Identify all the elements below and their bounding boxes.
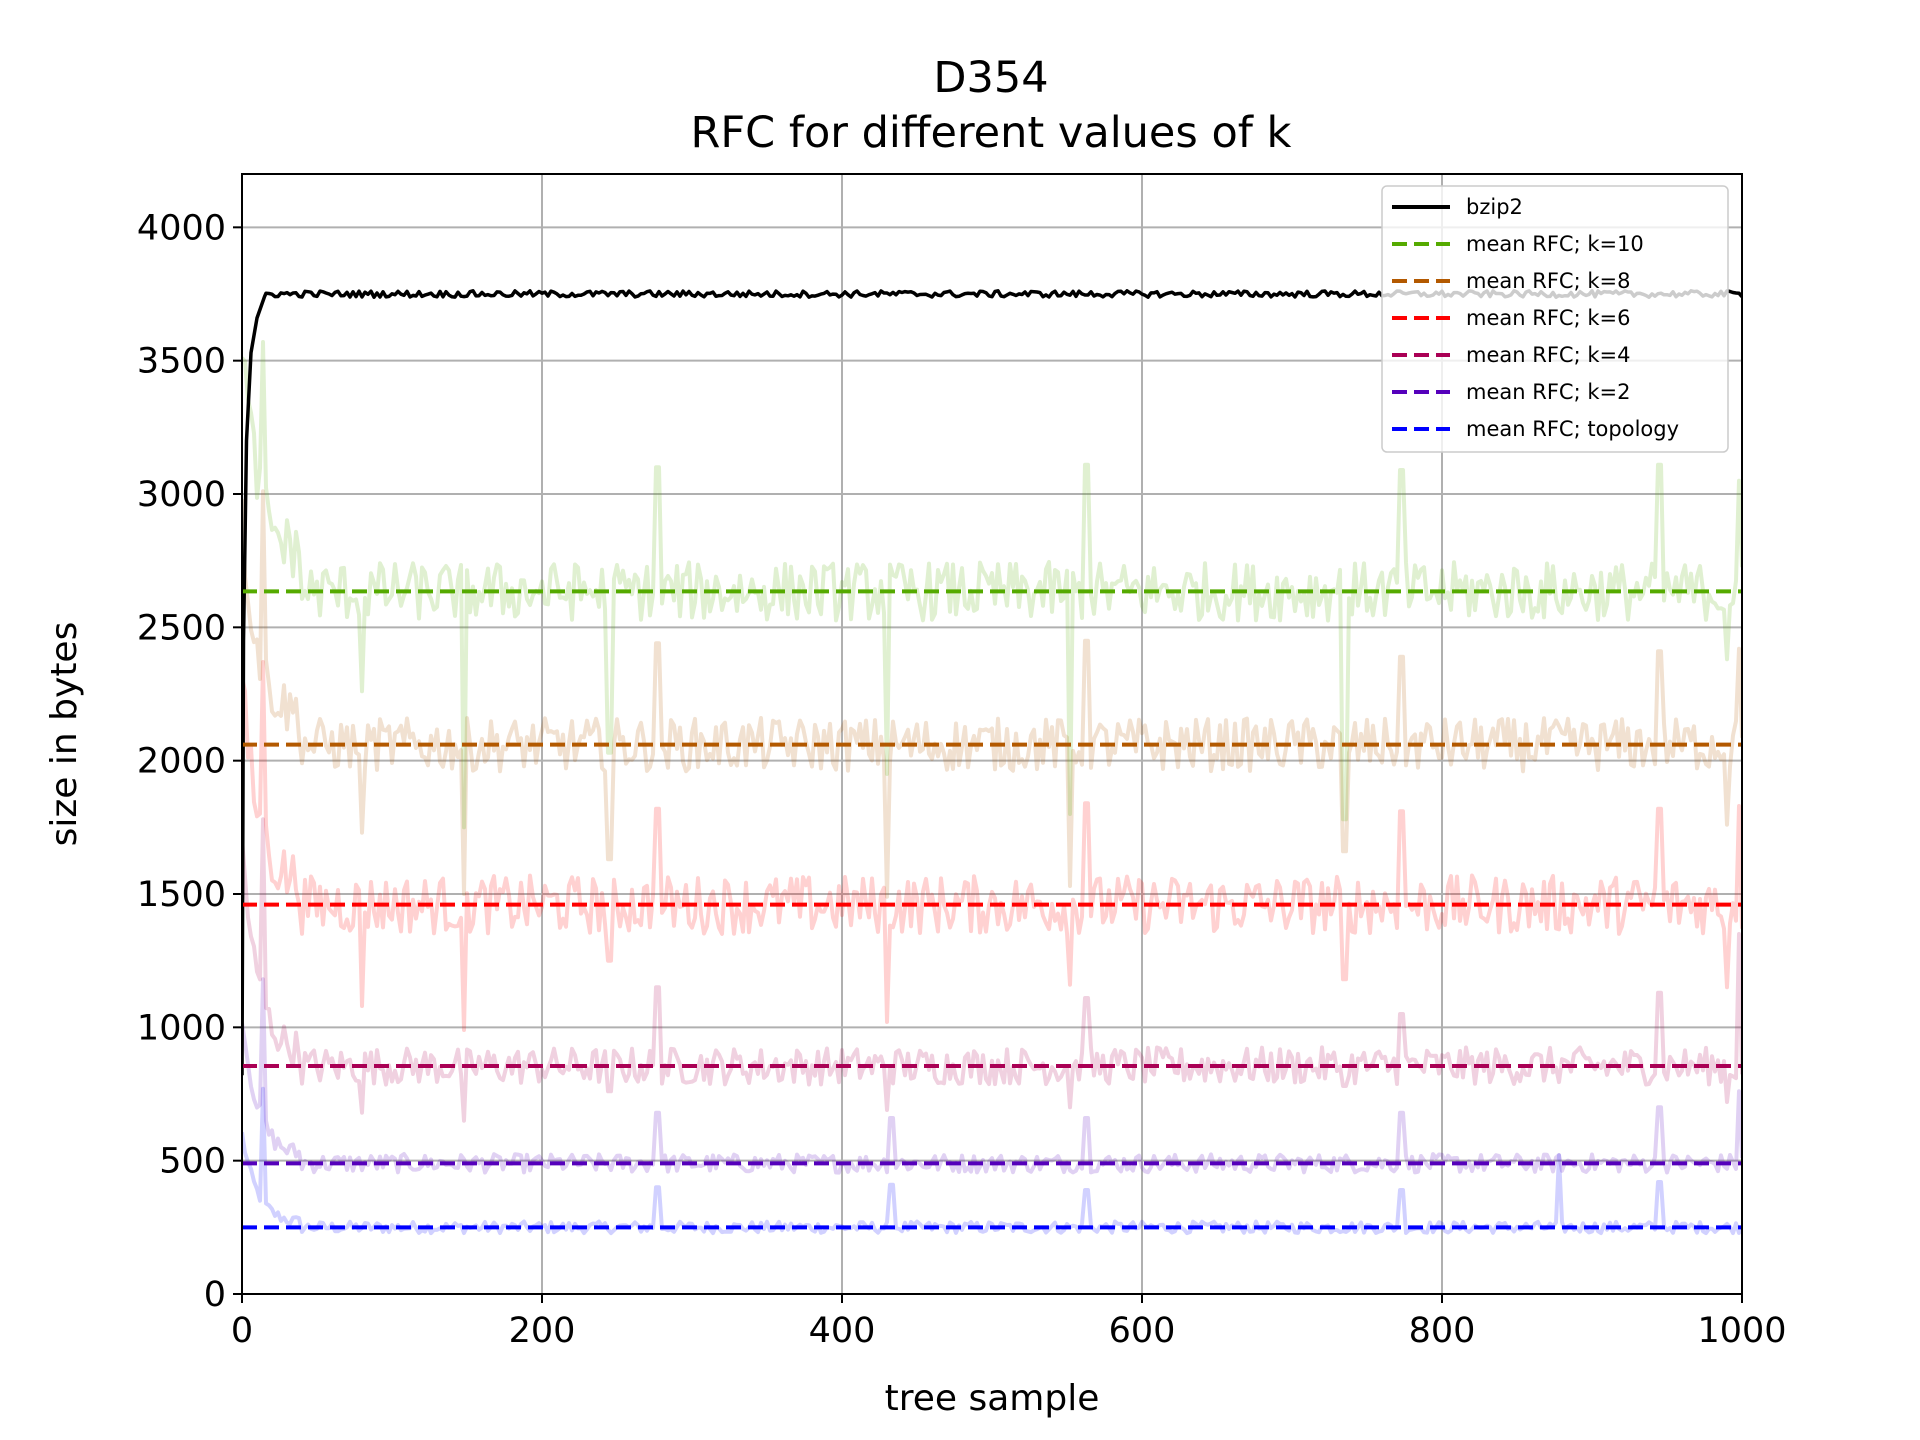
- rfc-series-line: [242, 660, 1742, 1032]
- mean-lines: [242, 589, 1742, 1230]
- rfc-series-line: [242, 977, 1742, 1175]
- y-tick-label: 500: [159, 1142, 226, 1182]
- chart-subtitle: RFC for different values of k: [691, 108, 1292, 158]
- x-tick-label: 1000: [1697, 1311, 1786, 1351]
- plot-frame: [241, 173, 1743, 1295]
- y-tick-label: 1500: [137, 875, 226, 915]
- legend-label: mean RFC; k=2: [1466, 380, 1630, 404]
- y-tick-label: 2000: [137, 742, 226, 782]
- y-tick-label: 3000: [137, 475, 226, 515]
- x-tick-label: 400: [809, 1311, 876, 1351]
- legend-label: bzip2: [1466, 195, 1523, 219]
- y-axis-label: size in bytes: [44, 622, 85, 847]
- legend-label: mean RFC; k=8: [1466, 269, 1630, 293]
- x-tick-label: 0: [231, 1311, 253, 1351]
- legend: bzip2 mean RFC; k=10 mean RFC; k=8 mean RFC…: [1381, 185, 1729, 453]
- y-tick-label: 1000: [137, 1008, 226, 1048]
- chart-title: D354: [933, 53, 1048, 103]
- y-tick-label: 0: [204, 1275, 226, 1315]
- x-tick-label: 200: [509, 1311, 576, 1351]
- legend-label: mean RFC; topology: [1466, 417, 1679, 441]
- x-tick-label: 800: [1409, 1311, 1476, 1351]
- y-tick-label: 4000: [137, 208, 226, 248]
- axis-ticks: 0 200 400 600 800 1000 0 500 1000 1500 2000 2500 300…: [137, 208, 1787, 1351]
- rfc-series-line: [242, 489, 1742, 899]
- legend-box: [1381, 185, 1729, 453]
- y-tick-label: 2500: [137, 608, 226, 648]
- rfc-series-line: [242, 817, 1742, 1123]
- legend-label: mean RFC; k=10: [1466, 232, 1644, 256]
- rfc-series-line: [242, 340, 1742, 830]
- legend-label: mean RFC; k=4: [1466, 343, 1630, 367]
- x-axis-label: tree sample: [885, 1378, 1100, 1419]
- y-tick-label: 3500: [137, 342, 226, 382]
- x-tick-label: 600: [1109, 1311, 1176, 1351]
- legend-label: mean RFC; k=6: [1466, 306, 1630, 330]
